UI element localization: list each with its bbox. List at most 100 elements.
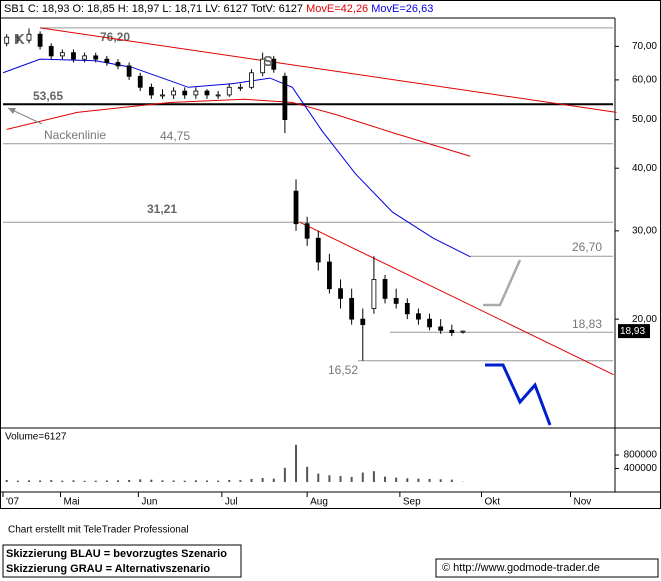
candle-body [416, 313, 421, 320]
volume-bar [306, 466, 309, 482]
trendline [299, 221, 614, 376]
x-tick-label: Jun [141, 497, 157, 508]
candle-body [393, 297, 399, 304]
volume-bar [150, 479, 153, 482]
volume-bar [39, 480, 42, 482]
y-tick-label: 400000 [624, 463, 658, 474]
volume-bar [116, 480, 119, 482]
level-label: 44,75 [160, 129, 190, 143]
volume-bar [5, 479, 8, 482]
volume-bar [283, 467, 286, 482]
volume-bar [272, 478, 275, 482]
level-label: 18,83 [572, 317, 602, 331]
candle-body [26, 33, 32, 41]
x-tick-label: Nov [573, 497, 591, 508]
candle-body [237, 86, 243, 89]
candle-body [137, 75, 143, 88]
candle-body [404, 302, 410, 315]
y-tick-label: 50,00 [632, 114, 657, 125]
header-text: SB1 C: 18,93 O: 18,85 H: 18,97 L: 18,71 … [4, 3, 303, 15]
source: © http://www.godmode-trader.de [442, 562, 600, 574]
candle-body [148, 86, 154, 96]
candle-body [15, 36, 21, 41]
candle-body [349, 297, 355, 320]
candle-body [260, 58, 266, 74]
volume-bar [128, 479, 131, 482]
volume-bar [217, 480, 220, 482]
main-scenario [485, 363, 552, 426]
volume-bar [317, 473, 320, 482]
y-tick-label: 800000 [624, 450, 658, 461]
volume-bar [50, 480, 53, 482]
volume-bar [384, 476, 387, 482]
candle-body [438, 326, 444, 331]
candle-body [338, 288, 343, 299]
candle-body [82, 55, 87, 60]
candle-body [249, 72, 254, 88]
candle-body [215, 94, 221, 97]
annotation: K [14, 31, 25, 48]
y-tick-label: 40,00 [632, 163, 657, 174]
level-label: 31,21 [147, 202, 177, 216]
volume-bar [361, 472, 364, 482]
legend-box [2, 544, 242, 578]
volume-bar [428, 478, 431, 482]
level-label: 26,70 [572, 240, 602, 254]
level-label: 76,20 [100, 30, 130, 44]
candle-body [204, 90, 210, 96]
candle-body [104, 58, 110, 63]
candle-body [71, 52, 76, 60]
x-tick-label: Jul [225, 497, 238, 508]
y-tick-label: 30,00 [632, 225, 657, 236]
candle-body [59, 52, 65, 57]
volume-bar [206, 480, 208, 482]
candle-body [449, 329, 455, 334]
volume-bar [161, 480, 164, 482]
candle-body [304, 223, 310, 239]
volume-bar [339, 475, 342, 482]
legend-text: Skizzierung BLAU = bevorzugtes Szenario [6, 548, 227, 560]
volume-bar [27, 480, 30, 482]
volume-bar [72, 480, 75, 482]
candle-body [293, 190, 299, 225]
candle-body [4, 36, 10, 44]
price-label: 18,93 [620, 326, 645, 337]
source-box [435, 558, 659, 578]
candle-body [193, 90, 199, 96]
volume-bar [295, 444, 298, 482]
volume-bar [350, 476, 353, 482]
candle-body [382, 279, 388, 299]
x-tick-label: Aug [310, 497, 328, 508]
volume-bar [417, 478, 420, 482]
candle-body [460, 330, 466, 333]
y-tick-label: 60,00 [632, 75, 657, 86]
candle-body [160, 94, 165, 97]
price-box [618, 324, 650, 339]
volume-bar [16, 480, 19, 482]
volume-bar [61, 480, 64, 482]
annotation: S [263, 53, 273, 70]
legend-entry: MovE=42,26 [306, 3, 368, 15]
volume-bar [439, 479, 442, 482]
volume-bar [395, 477, 398, 482]
x-tick-label: Okt [484, 497, 500, 508]
y-tick-label: 20,00 [632, 314, 657, 325]
volume-bar [228, 479, 231, 482]
volume-bar [406, 478, 409, 482]
candle-body [326, 261, 332, 290]
candle-body [171, 90, 177, 96]
x-tick-label: Sep [403, 497, 421, 508]
volume-bar [105, 480, 108, 482]
volume-bar [239, 480, 242, 482]
candle-body [271, 58, 277, 70]
moving-average [6, 98, 471, 157]
candle-body [115, 62, 121, 67]
candle-body [182, 90, 188, 96]
volume-bar [172, 480, 175, 482]
volume-bar [450, 479, 453, 482]
volume-bar [328, 475, 331, 482]
volume-bar [372, 471, 375, 482]
x-tick-label: '07 [6, 497, 19, 508]
level-label: 53,65 [33, 89, 63, 103]
